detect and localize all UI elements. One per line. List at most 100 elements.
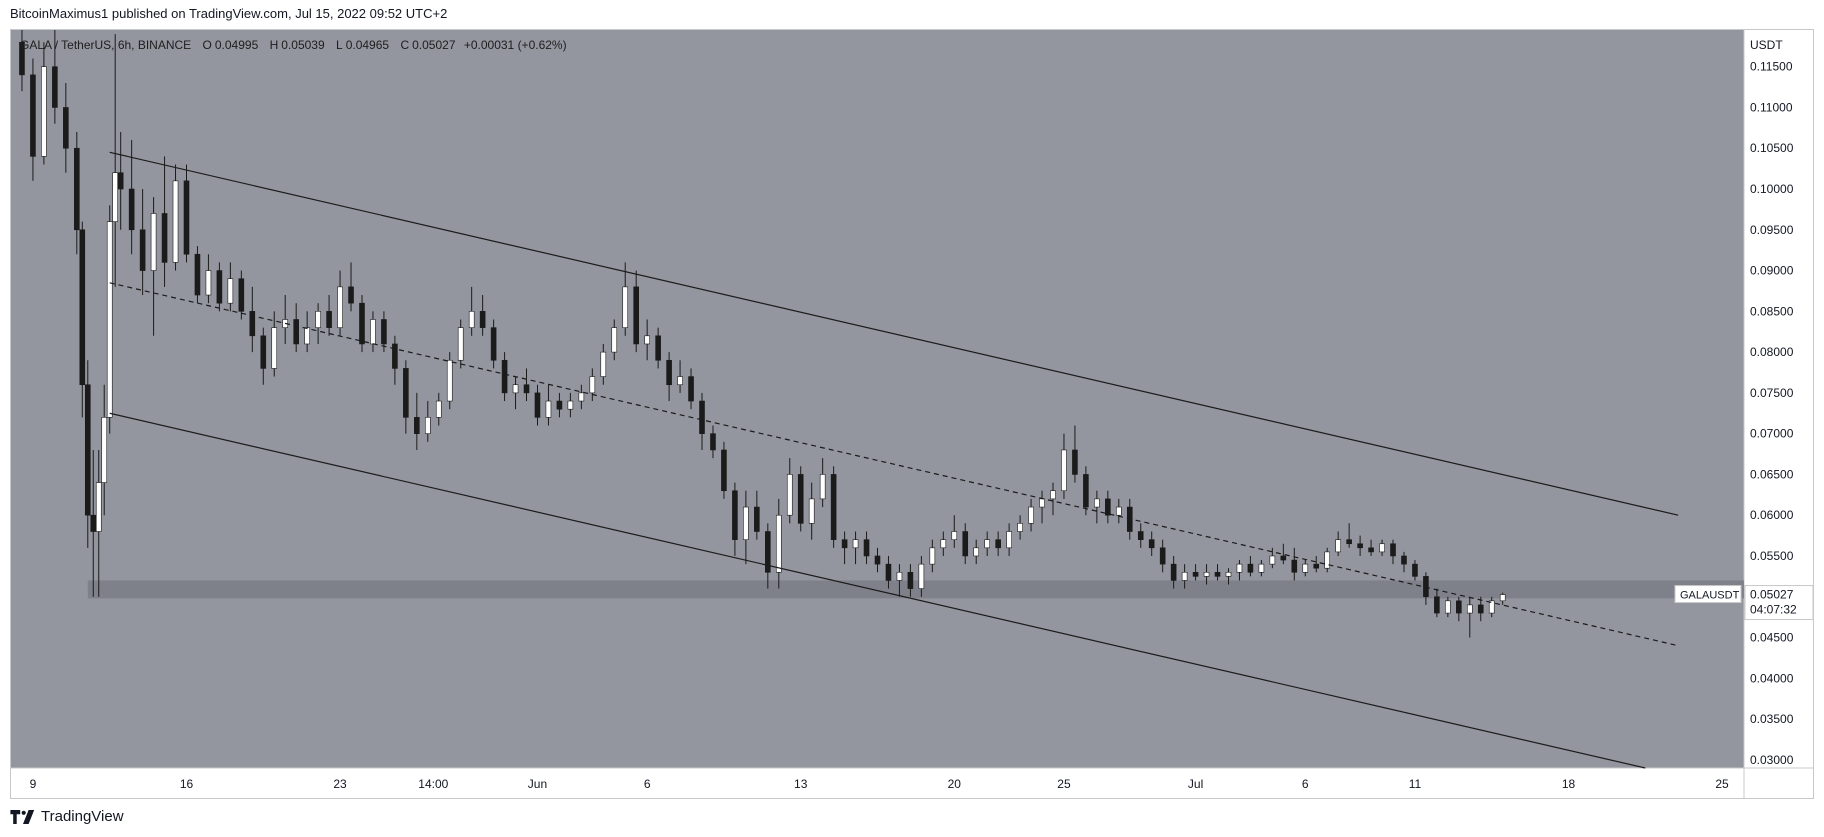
channel-middle-line[interactable] [109,282,1679,647]
candle-body [589,376,596,394]
candle-body [743,506,749,540]
candle-body [381,319,387,345]
last-price-tag: GALAUSDT 0.05027 04:07:32 [1674,585,1814,621]
price-axis-background[interactable] [1744,30,1813,768]
candle-body [1302,563,1309,573]
candle-body [249,311,256,337]
candle-body [1094,498,1100,508]
price-tick-label: 0.07000 [1750,427,1794,441]
time-tick-label: 11 [1409,777,1422,791]
candle-body [1423,576,1429,598]
candle-body [1313,563,1320,569]
candle-body [797,474,804,524]
symbol-label-box [1674,585,1742,604]
candle-body [578,392,585,402]
candle-body [19,41,25,76]
candle-body [392,343,398,369]
candle-body [304,327,310,345]
candle-body [666,359,672,386]
candle-body [1225,571,1232,577]
price-tick-label: 0.09000 [1750,264,1794,278]
candle-body [403,368,409,418]
candle-body [699,400,705,434]
price-tick-label: 0.03500 [1750,712,1794,726]
candle-body [1390,543,1396,557]
time-axis-background[interactable] [11,768,1813,798]
symbol-pair[interactable]: GALA / TetherUS, 6h, BINANCE [20,38,192,52]
low-label: L [336,38,343,52]
candle-body [315,311,321,328]
candle-body [414,417,420,434]
candle-body [1006,531,1012,549]
low-value: 0.04965 [345,38,390,52]
candle-body [194,253,201,296]
close-value: 0.05027 [412,38,456,52]
candle-body [962,531,969,557]
candle-body [348,286,354,304]
time-tick-label: 16 [180,777,194,791]
channel-upper-line[interactable] [109,151,1679,516]
price-label: 0.05027 [1750,588,1794,602]
candle-body [101,417,108,483]
candle-body [150,213,157,271]
candle-body [293,319,299,345]
candle-body [1247,563,1254,573]
candle-body [446,359,453,402]
candle-body [172,180,179,263]
candle-body [1083,474,1089,508]
candle-body [90,514,97,532]
candle-body [1116,506,1122,516]
price-tick-label: 0.09500 [1750,223,1794,237]
candle-body [940,539,947,549]
candle-body [688,376,694,402]
candle-body [74,147,80,231]
open-value: 0.04995 [214,38,259,52]
candle-body [1039,498,1045,508]
candle-body [1181,571,1188,581]
candle-body [227,278,234,304]
candle-body [534,392,541,418]
high-label: H [269,38,279,52]
candle-body [732,490,738,540]
candle-body [1050,490,1056,500]
candle-body [161,213,168,263]
candle-body [41,66,47,157]
price-tick-label: 0.06500 [1750,467,1794,481]
candle-body [995,539,1001,549]
candle-body [1412,563,1418,577]
chart-frame [10,29,1814,799]
candle-body [611,327,618,353]
close-label: C [400,38,410,52]
time-tick-label: 20 [948,777,962,791]
price-tick-label: 0.10000 [1750,182,1794,196]
candle-body [633,286,639,345]
price-tick-label: 0.04500 [1750,631,1794,645]
support-zone[interactable] [87,580,1745,599]
time-tick-label: 14:00 [418,777,448,791]
candle-body [1488,600,1495,614]
candle-body [106,221,113,418]
open-label: O [202,38,212,52]
candle-body [52,66,58,108]
channel-lower-line[interactable] [109,412,1646,769]
price-tick-label: 0.03000 [1750,753,1794,767]
candle-body [424,417,431,434]
time-tick-label: 6 [644,777,651,791]
candle-body [1214,571,1221,577]
candle-body [1445,600,1451,614]
price-tick-label: 0.04000 [1750,671,1794,685]
candle-body [556,400,563,410]
candle-body [117,172,124,190]
candle-body [830,474,837,540]
time-tick-label: Jun [528,777,547,791]
candle-body [907,571,914,589]
candle-body [1477,604,1484,614]
candle-body [721,449,727,492]
candle-body [1291,559,1298,573]
candle-body [490,327,497,361]
candle-body [1379,543,1385,553]
candle-body [622,286,629,328]
price-chart[interactable]: 0.11500 0.11000 0.10500 0.10000 0.09500 0.090… [10,29,1814,799]
candle-body [30,74,36,157]
candle-body [63,107,69,149]
